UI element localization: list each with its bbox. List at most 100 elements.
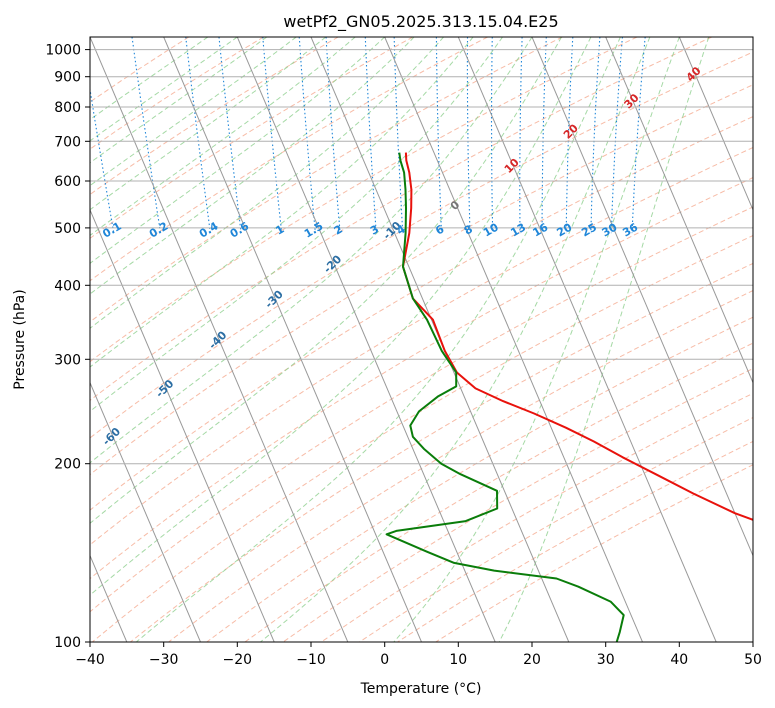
y-tick-label: 200	[54, 457, 81, 473]
moist-adiabat	[90, 37, 327, 211]
isotherm	[457, 37, 717, 642]
mixing-ratio-line	[631, 37, 646, 234]
mixing-ratio-line	[466, 37, 471, 234]
x-tick-label: 30	[597, 652, 615, 668]
moist-adiabat	[90, 37, 533, 464]
mixing-ratio-label: 16	[530, 220, 550, 239]
isotherm-label: 40	[684, 64, 704, 84]
dry-adiabat	[90, 37, 563, 323]
isotherm-label: -60	[100, 425, 123, 448]
mixing-ratio-label: 3	[368, 223, 381, 238]
moist-adiabat	[90, 37, 386, 264]
temperature-profile-line	[402, 152, 753, 521]
dry-adiabat	[90, 37, 638, 363]
dry-adiabat	[435, 464, 753, 642]
isotherm	[90, 381, 201, 642]
isotherm	[384, 37, 643, 642]
isotherm-label: -20	[321, 252, 344, 275]
dry-adiabat	[206, 316, 753, 642]
x-axis-ticks: −40 −30 −20 −10 0 10 20 30 40 50	[75, 642, 762, 668]
isotherm-label: -70	[45, 469, 68, 492]
mixing-ratio-line	[519, 37, 523, 234]
moist-adiabat	[90, 37, 474, 368]
mixing-ratio-line	[393, 37, 404, 234]
mixing-ratio-line	[90, 85, 115, 234]
isotherm	[90, 37, 349, 642]
mixing-ratio-line	[298, 37, 316, 234]
mixing-ratio-label: 10	[481, 220, 501, 239]
x-axis-label: Temperature (°C)	[360, 681, 482, 697]
x-tick-label: 10	[449, 652, 467, 668]
dry-adiabat	[90, 116, 753, 511]
mixing-ratio-line	[131, 37, 162, 234]
isotherm	[236, 37, 496, 642]
mixing-ratio-label: 0.4	[197, 219, 221, 240]
mixing-ratio-label: 1.5	[302, 220, 325, 241]
x-tick-label: −40	[75, 652, 105, 668]
dry-adiabat	[90, 37, 414, 239]
isotherm-label: 20	[561, 121, 581, 141]
dry-adiabat	[90, 37, 190, 103]
dry-adiabat	[90, 37, 712, 401]
moist-adiabat	[90, 37, 297, 187]
dry-adiabat	[168, 290, 753, 642]
mixing-ratio-label: 36	[620, 220, 640, 239]
x-tick-label: −30	[149, 652, 179, 668]
y-tick-label: 1000	[45, 43, 81, 59]
mixing-ratio-label: 25	[579, 221, 599, 240]
mixing-ratio-line	[590, 37, 601, 234]
x-tick-label: 50	[744, 652, 762, 668]
x-tick-label: 0	[380, 652, 389, 668]
mixing-ratio-label: 1	[273, 223, 286, 238]
isotherm-label: -50	[153, 377, 176, 400]
isotherm	[752, 37, 753, 39]
dry-adiabat	[90, 51, 753, 439]
isotherm	[605, 37, 753, 384]
y-tick-label: 600	[54, 174, 81, 190]
dry-adiabat	[90, 206, 753, 613]
mixing-ratio-line	[490, 37, 494, 234]
isotherm	[90, 208, 275, 642]
moist-adiabats	[90, 37, 710, 642]
moist-adiabat	[260, 37, 651, 642]
isotherm-label: -40	[206, 328, 229, 351]
moist-adiabat	[90, 37, 562, 524]
y-tick-label: 300	[54, 352, 81, 368]
y-tick-label: 500	[54, 221, 81, 237]
moist-adiabat	[498, 37, 710, 642]
mixing-ratio-line	[610, 37, 623, 234]
mixing-ratio-label: 6	[433, 222, 446, 237]
moist-adiabat	[90, 37, 503, 412]
moist-adiabat	[90, 37, 356, 237]
y-tick-label: 900	[54, 70, 81, 86]
isotherm	[163, 37, 422, 642]
dry-adiabat	[90, 37, 339, 196]
dewpoint-profile-line	[385, 152, 625, 642]
mixing-ratio-label: 13	[508, 221, 528, 240]
dry-adiabat	[90, 37, 488, 282]
y-tick-label: 400	[54, 278, 81, 294]
y-axis-label: Pressure (hPa)	[12, 289, 28, 389]
moist-adiabat	[393, 37, 680, 642]
x-tick-label: −20	[223, 652, 253, 668]
x-tick-label: 40	[670, 652, 688, 668]
moist-adiabat	[135, 37, 621, 642]
isotherm-label: -30	[263, 288, 286, 311]
mixing-ratio-label: 0.6	[228, 219, 252, 240]
mixing-ratio-line	[185, 37, 211, 234]
y-tick-label: 800	[54, 100, 81, 116]
moist-adiabat	[90, 37, 592, 596]
moist-adiabat	[90, 37, 268, 164]
isotherms	[90, 37, 753, 642]
isotherm	[531, 37, 753, 557]
dry-adiabat	[90, 37, 264, 150]
dry-adiabat	[90, 146, 753, 546]
y-axis-ticks: 100 200 300 400 500 600 700 800 900 1000	[45, 43, 90, 651]
plot-area: -100-90-80-70-60-50-40-30-20-10010203040…	[45, 37, 753, 642]
mixing-ratio-line	[262, 37, 283, 234]
mixing-ratio-line	[435, 37, 443, 234]
dry-adiabat	[282, 367, 753, 642]
y-tick-label: 100	[54, 635, 81, 651]
profile-series	[385, 152, 753, 642]
